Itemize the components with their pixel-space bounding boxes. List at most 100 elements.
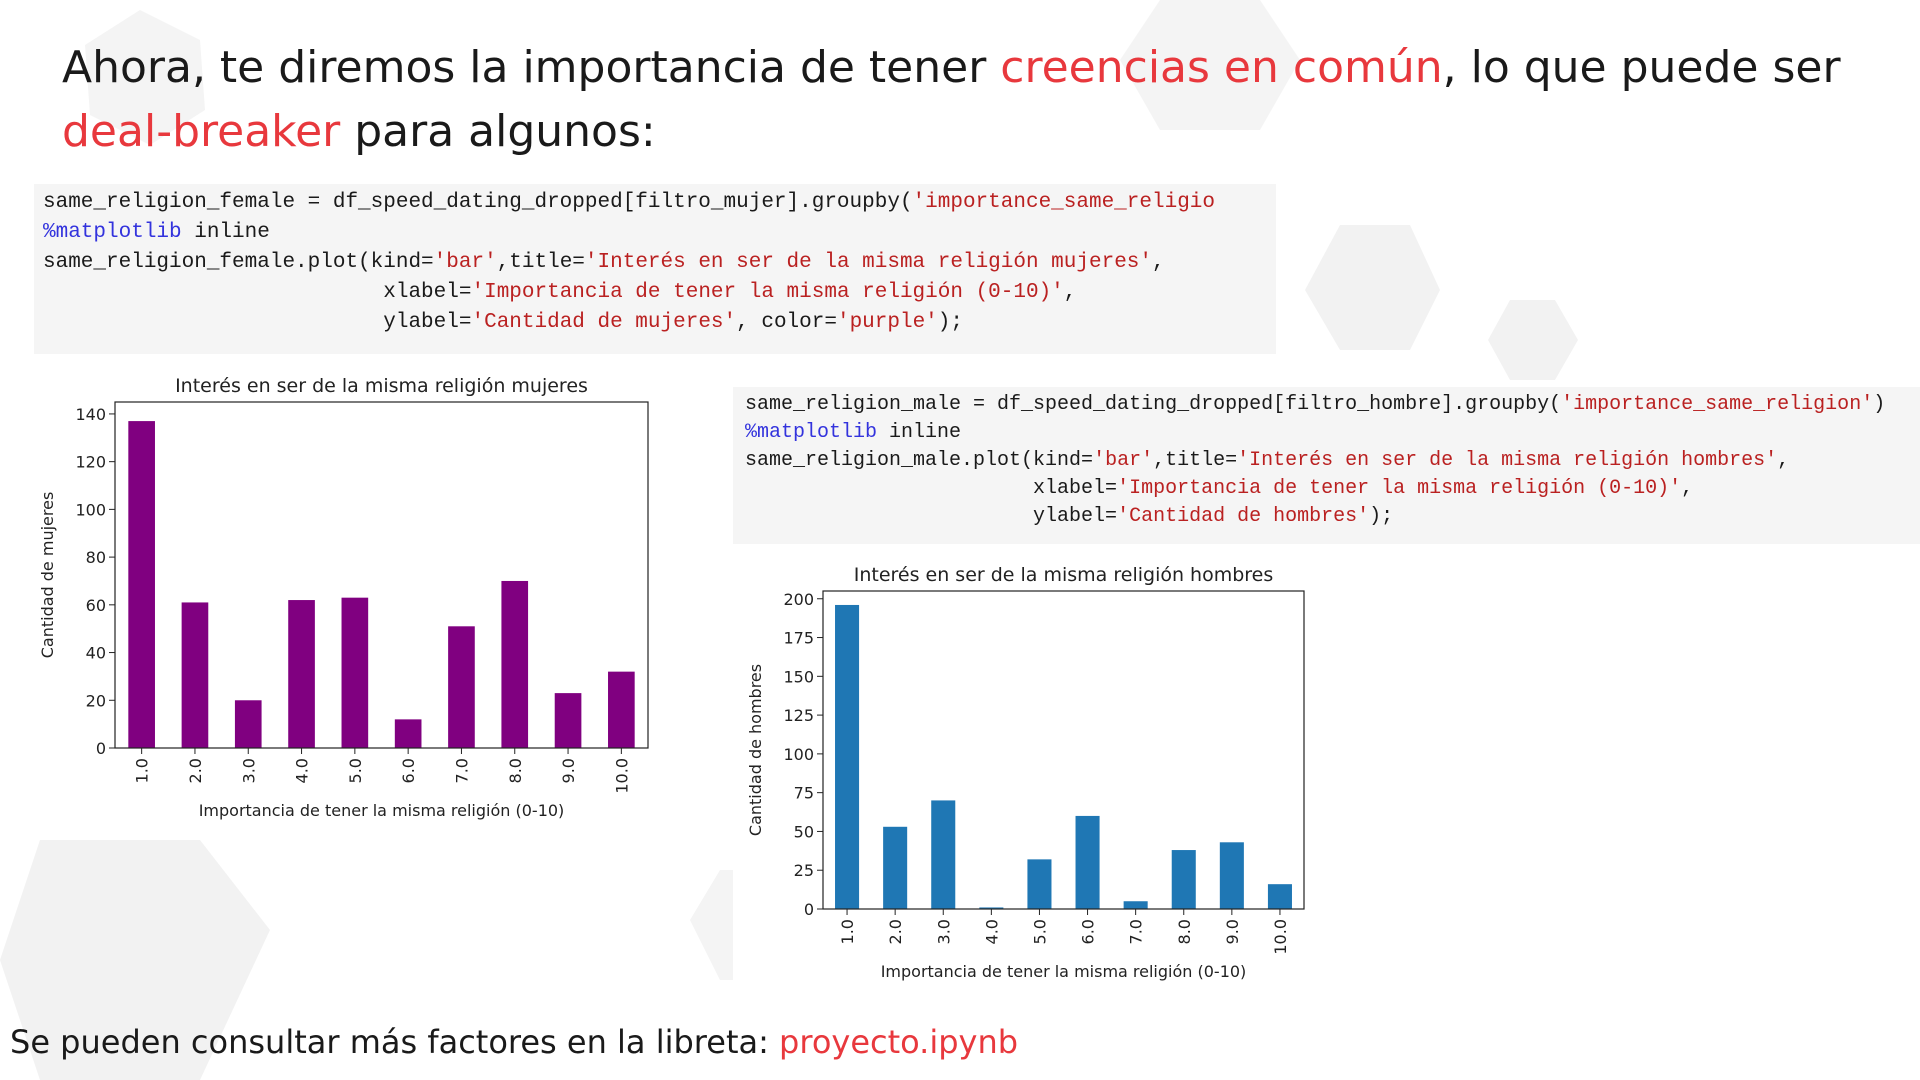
bar	[128, 421, 155, 748]
code-line: same_religion_female = df_speed_dating_d…	[43, 188, 1276, 218]
x-tick-label: 1.0	[133, 758, 152, 783]
x-axis-label: Importancia de tener la misma religión (…	[199, 801, 565, 820]
hexagon	[1120, 0, 1300, 130]
x-tick-label: 4.0	[293, 758, 312, 783]
code-token: 'Cantidad de mujeres'	[471, 311, 737, 334]
code-token: same_religion_female = df_speed_dating_d…	[43, 191, 913, 214]
hexagon	[1488, 300, 1578, 380]
y-tick-label: 75	[794, 784, 814, 803]
y-tick-label: 25	[794, 861, 814, 880]
code-token: 'Importancia de tener la misma religión …	[471, 281, 1064, 304]
heading: Ahora, te diremos la importancia de tene…	[62, 36, 1882, 164]
code-block: same_religion_female = df_speed_dating_d…	[34, 184, 1276, 354]
code-token: 'Importancia de tener la misma religión …	[1117, 477, 1682, 500]
bar	[1075, 815, 1100, 909]
y-tick-label: 175	[783, 629, 814, 648]
footer: Se pueden consultar más factores en la l…	[10, 1020, 1018, 1064]
code-token: ,	[1777, 449, 1790, 472]
y-tick-label: 150	[783, 667, 814, 686]
code-token: inline	[181, 221, 270, 244]
y-tick-label: 200	[783, 590, 814, 609]
code-token: ,	[1063, 281, 1077, 304]
y-tick-label: 0	[804, 900, 814, 919]
bar	[341, 597, 369, 748]
x-tick-label: 4.0	[982, 919, 1001, 944]
plot-frame	[822, 590, 1305, 910]
y-tick-label: 100	[783, 745, 814, 764]
x-tick-label: 5.0	[1030, 919, 1049, 944]
code-token: ylabel=	[745, 505, 1118, 528]
x-tick-label: 8.0	[506, 758, 525, 783]
x-tick-label: 10.0	[612, 758, 631, 794]
code-token: same_religion_female.plot(kind=	[43, 251, 434, 274]
heading-text: deal-breaker	[62, 106, 341, 157]
code-line: ylabel='Cantidad de hombres');	[745, 503, 1920, 531]
bar	[554, 693, 582, 748]
hexagon	[0, 840, 270, 1080]
bar	[608, 671, 635, 748]
code-token: ,title=	[1153, 449, 1238, 472]
chart-title: Interés en ser de la misma religión homb…	[854, 564, 1274, 586]
code-line: same_religion_male = df_speed_dating_dro…	[745, 391, 1920, 419]
code-token: same_religion_male = df_speed_dating_dro…	[745, 393, 1562, 416]
code-token: 'purple'	[836, 311, 938, 334]
x-tick-label: 8.0	[1175, 919, 1194, 944]
code-token: ,title=	[496, 251, 585, 274]
y-tick-label: 60	[86, 596, 106, 615]
code-token: inline	[877, 421, 962, 444]
chart-background	[733, 544, 1343, 984]
y-tick-label: 0	[96, 739, 106, 758]
code-line: same_religion_male.plot(kind='bar',title…	[745, 447, 1920, 475]
notebook-link: proyecto.ipynb	[779, 1023, 1019, 1061]
y-axis-label: Cantidad de mujeres	[38, 492, 57, 659]
code-line: same_religion_female.plot(kind='bar',tit…	[43, 248, 1276, 278]
bar	[835, 604, 860, 909]
bar	[1171, 850, 1196, 909]
code-token: ,	[1681, 477, 1694, 500]
bar	[1267, 884, 1292, 909]
plot-frame	[114, 401, 649, 749]
y-tick-label: 20	[86, 691, 106, 710]
y-tick-label: 125	[783, 706, 814, 725]
code-token: ylabel=	[43, 311, 472, 334]
x-tick-label: 2.0	[886, 919, 905, 944]
code-line: xlabel='Importancia de tener la misma re…	[745, 475, 1920, 503]
code-token: 'importance_same_religio	[912, 191, 1215, 214]
code-token: , color=	[736, 311, 837, 334]
x-tick-label: 6.0	[399, 758, 418, 783]
code-token: %matplotlib	[43, 221, 182, 244]
hexagon	[1305, 225, 1440, 350]
code-token: xlabel=	[43, 281, 472, 304]
bar	[979, 907, 1004, 909]
code-token: 'Interés en ser de la misma religión hom…	[1237, 449, 1778, 472]
x-tick-label: 2.0	[186, 758, 205, 783]
code-token: same_religion_male.plot(kind=	[745, 449, 1094, 472]
footer-text: Se pueden consultar más factores en la l…	[10, 1023, 780, 1061]
y-axis-label: Cantidad de hombres	[746, 664, 765, 836]
heading-text: para algunos:	[340, 106, 656, 157]
x-tick-label: 1.0	[838, 919, 857, 944]
code-token: ,	[1152, 251, 1165, 274]
code-token: );	[937, 311, 964, 334]
bar	[288, 600, 315, 748]
bar	[394, 719, 422, 748]
y-tick-label: 100	[75, 500, 106, 519]
bar	[234, 700, 262, 748]
code-line: xlabel='Importancia de tener la misma re…	[43, 278, 1276, 308]
bar	[448, 626, 475, 748]
bar	[501, 580, 529, 748]
y-tick-label: 120	[75, 453, 106, 472]
code-block: same_religion_male = df_speed_dating_dro…	[733, 387, 1920, 544]
x-axis-label: Importancia de tener la misma religión (…	[881, 962, 1247, 981]
code-line: %matplotlib inline	[745, 419, 1920, 447]
y-tick-label: 80	[86, 548, 106, 567]
y-tick-label: 40	[86, 644, 106, 663]
bar	[181, 602, 209, 748]
bar	[931, 800, 956, 909]
heading-text: Ahora, te diremos la importancia de tene…	[62, 42, 1001, 93]
code-token: 'Interés en ser de la misma religión muj…	[584, 251, 1152, 274]
x-tick-label: 6.0	[1079, 919, 1098, 944]
